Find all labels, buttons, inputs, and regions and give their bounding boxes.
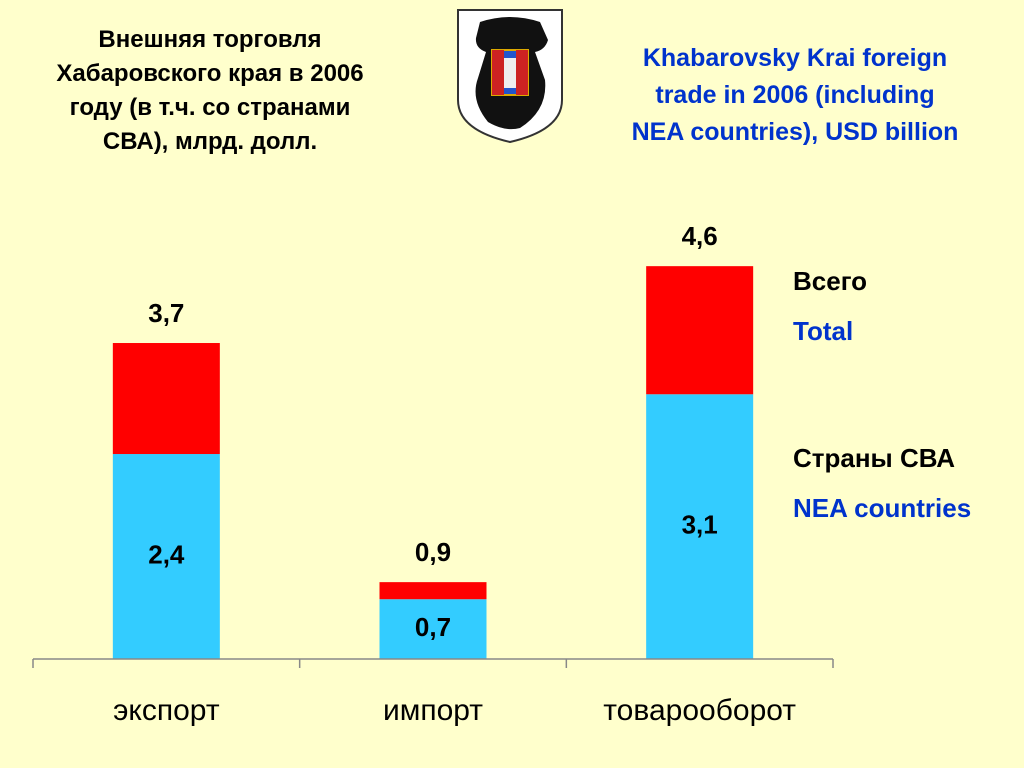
x-tick-label: экспорт — [113, 694, 220, 727]
total-label: 3,7 — [148, 298, 184, 328]
legend-label: Всего — [793, 266, 867, 296]
bar-segment — [646, 266, 754, 395]
value-label: 2,4 — [148, 539, 185, 569]
bar-segment — [379, 599, 487, 659]
emblem — [457, 9, 563, 144]
bar-segment — [379, 582, 487, 600]
chart-title-en: Khabarovsky Krai foreign trade in 2006 (… — [631, 44, 959, 146]
legend-label-en: Total — [793, 316, 853, 346]
x-tick-label: товарооборот — [603, 694, 796, 727]
value-label: 0,7 — [415, 612, 451, 642]
chart-title: Внешняя торговля Хабаровского края в 200… — [56, 26, 364, 155]
total-label: 0,9 — [415, 537, 451, 567]
legend-label-en: NEA countries — [793, 493, 971, 523]
bar-segment — [112, 343, 220, 455]
total-label: 4,6 — [682, 221, 718, 251]
legend-label: Страны СВА — [793, 443, 955, 473]
bar-segment — [112, 454, 220, 659]
value-label: 3,1 — [682, 510, 718, 540]
bar-segment — [646, 394, 754, 659]
x-tick-label: импорт — [383, 694, 483, 727]
